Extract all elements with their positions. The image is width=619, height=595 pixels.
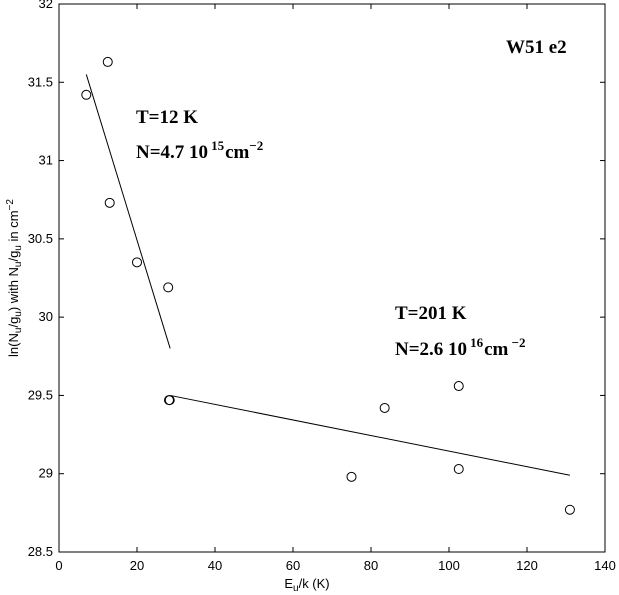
data-point: [453, 381, 464, 392]
plot-frame: [58, 3, 606, 553]
y-axis-label-part-1: ln(N: [6, 333, 21, 357]
data-point: [379, 402, 390, 413]
data-point: [453, 464, 464, 475]
y-axis-label-sub-2: u: [13, 311, 24, 317]
data-point: [163, 282, 174, 293]
x-tick-label: 80: [364, 558, 378, 573]
y-tick-label: 30.5: [28, 231, 53, 246]
x-tick-label: 20: [130, 558, 144, 573]
annotation-1-unit: cm: [225, 142, 249, 163]
y-tick-label: 28.5: [28, 544, 53, 559]
y-axis-label-part-2: /g: [6, 317, 21, 328]
x-axis-label-main: E: [284, 576, 293, 591]
annotation-1-exponent: 15: [211, 138, 225, 153]
annotation-2-temperature: T=201 K: [395, 303, 467, 324]
axis-ticks: [58, 3, 606, 553]
y-axis-label-superscript: −2: [5, 199, 16, 211]
y-tick-label: 29.5: [28, 387, 53, 402]
x-tick-labels: 0 20 40 60 80 100 120 140: [55, 558, 615, 573]
x-tick-label: 140: [594, 558, 616, 573]
x-axis-label: Eu/k (K): [284, 576, 329, 594]
annotation-2-base: N=2.6 10: [395, 339, 467, 360]
x-tick-label: 60: [286, 558, 300, 573]
x-tick-label: 100: [438, 558, 460, 573]
y-axis-label-sub-4: u: [13, 245, 24, 251]
y-axis-label-part-3: ) with N: [6, 267, 21, 311]
annotation-2-exponent: 16: [470, 335, 484, 350]
y-tick-label: 31: [39, 153, 53, 168]
x-axis-label-rest: /k (K): [299, 576, 330, 591]
data-point: [164, 395, 175, 406]
data-point: [163, 395, 174, 406]
x-tick-label: 120: [516, 558, 538, 573]
y-axis-label-sub-3: u: [13, 262, 24, 268]
data-point: [102, 56, 113, 67]
x-axis-label-subscript: u: [293, 583, 299, 594]
data-point: [346, 471, 357, 482]
data-point: [564, 504, 575, 515]
y-axis-label: ln(Nu/gu) with Nu/gu in cm−2: [5, 199, 24, 357]
fit-line-1: [85, 74, 171, 349]
y-tick-label: 29: [39, 466, 53, 481]
x-tick-label: 0: [55, 558, 62, 573]
annotation-1-unit-exponent: −2: [249, 138, 263, 153]
annotation-1-base: N=4.7 10: [136, 142, 208, 163]
data-point: [81, 89, 92, 100]
chart-title: W51 e2: [506, 37, 567, 58]
y-tick-label: 31.5: [28, 74, 53, 89]
data-point: [132, 257, 142, 268]
x-tick-label: 40: [208, 558, 222, 573]
fit-line-2: [170, 394, 570, 476]
y-axis-label-part-5: in cm: [6, 210, 21, 245]
annotation-1-column-density: N=4.7 10 15cm−2: [136, 138, 263, 163]
y-axis-label-part-4: /g: [6, 251, 21, 262]
annotation-2-column-density: N=2.6 10 16cm −2: [395, 335, 526, 360]
annotation-1-temperature: T=12 K: [136, 107, 198, 128]
fit-lines: [85, 74, 570, 476]
annotation-2-unit: cm: [484, 339, 508, 360]
y-axis-label-sub-1: u: [13, 328, 24, 334]
y-tick-labels: 28.5 29 29.5 30 30.5 31 31.5 32: [28, 0, 53, 559]
y-tick-label: 30: [39, 309, 53, 324]
data-point: [104, 197, 115, 208]
y-tick-label: 32: [39, 0, 53, 11]
annotation-2-unit-exponent: −2: [508, 335, 525, 350]
data-points: [81, 56, 575, 515]
